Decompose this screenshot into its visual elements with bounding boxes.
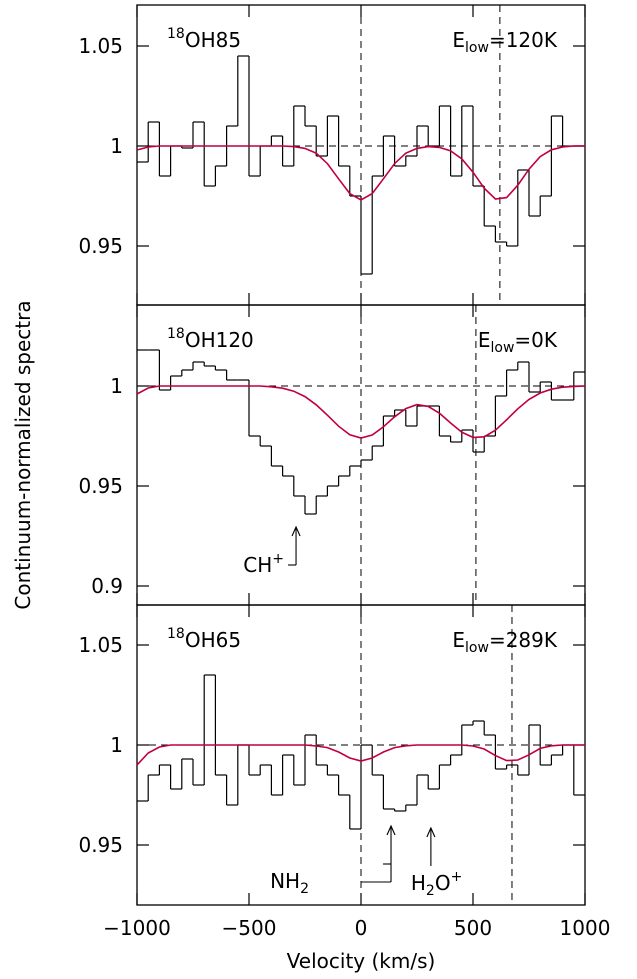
label-text: OH85 [185,28,241,52]
elow-text: =120K [489,28,558,52]
arrow-head [386,824,396,836]
annotation-part: CH [243,553,272,577]
elow-sub: low [465,40,489,56]
y-tick-label: 0.95 [78,833,123,857]
annotation-part: 2 [300,881,309,897]
elow-sub: low [465,640,489,656]
elow-base: E [452,628,465,652]
annotation: NH2 [270,824,396,897]
x-tick-label: 0 [355,916,368,940]
elow-sub: low [490,340,514,356]
x-tick-label: 500 [454,916,492,940]
label-sup: 18 [167,326,185,342]
y-tick-label: 1 [110,134,123,158]
arrow-head [426,826,436,838]
annotation-part: NH [270,869,300,893]
elow-base: E [452,28,465,52]
annotation-part: + [272,551,284,567]
y-axis-label: Continuum-normalized spectra [11,300,35,609]
y-tick-label: 0.95 [78,234,123,258]
elow-text: =0K [514,328,557,352]
x-tick-label: 1000 [560,916,611,940]
y-tick-label: 0.95 [78,474,123,498]
annotation-part: O [435,871,451,895]
x-axis-label: Velocity (km/s) [287,949,436,973]
x-tick-label: −1000 [103,916,171,940]
annotation-label: H2O+ [411,869,462,899]
elow-label: Elow=0K [478,328,558,356]
y-tick-label: 1 [110,374,123,398]
panel-label: 18OH120 [167,326,254,352]
model-curve [136,385,586,439]
elow-base: E [478,328,491,352]
annotation: H2O+ [411,826,462,899]
label-text: OH65 [185,628,241,652]
y-tick-label: 1.05 [78,633,123,657]
y-tick-label: 0.9 [91,574,123,598]
elow-label: Elow=289K [452,628,557,656]
panel-label: 18OH65 [167,626,241,652]
annotation-label: CH+ [243,551,284,577]
elow-label: Elow=120K [452,28,557,56]
label-sup: 18 [167,26,185,42]
annotation-part: 2 [426,883,435,899]
annotation-label: NH2 [270,869,309,897]
model-curve [136,145,585,201]
elow-text: =289K [489,628,558,652]
model-curve [136,744,585,766]
x-tick-label: −500 [222,916,277,940]
annotation-part: H [411,871,426,895]
y-tick-label: 1 [110,733,123,757]
annotation-part: + [451,869,463,885]
label-text: OH120 [185,328,254,352]
y-tick-label: 1.05 [78,34,123,58]
annotation: CH+ [243,525,301,577]
label-sup: 18 [167,626,185,642]
arrow-head [291,525,301,537]
panel-label: 18OH85 [167,26,241,52]
